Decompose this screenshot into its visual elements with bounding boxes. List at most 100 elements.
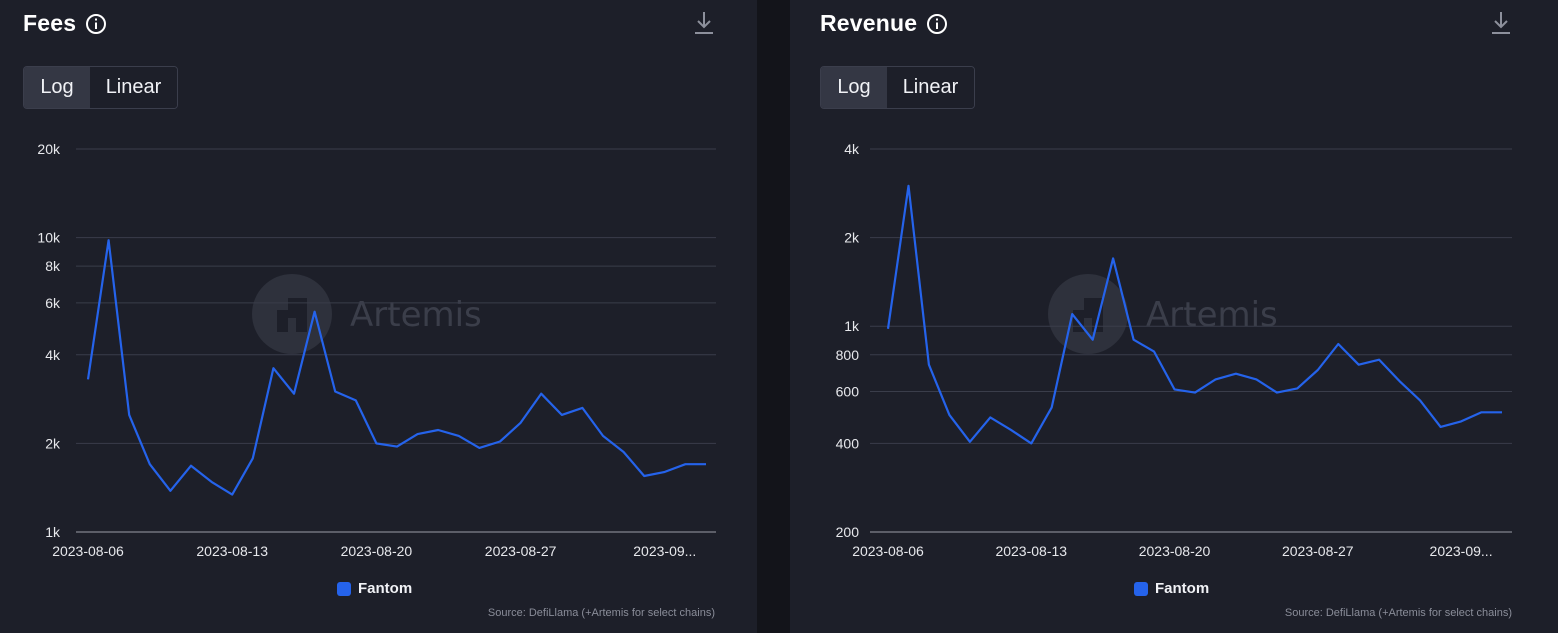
- data-point[interactable]: [267, 362, 279, 374]
- linear-button[interactable]: Linear: [90, 67, 177, 108]
- download-icon[interactable]: [693, 10, 715, 38]
- data-point[interactable]: [1271, 387, 1283, 399]
- y-tick-label: 10k: [37, 230, 61, 246]
- x-tick-label: 2023-08-20: [1139, 543, 1211, 559]
- y-tick-label: 1k: [844, 318, 860, 334]
- data-point[interactable]: [1332, 338, 1344, 350]
- data-point[interactable]: [391, 441, 403, 453]
- data-point[interactable]: [1128, 334, 1140, 346]
- data-point[interactable]: [576, 402, 588, 414]
- data-point[interactable]: [1476, 406, 1488, 418]
- revenue-panel: Revenue Log Linear Artemis 200 400 600 800 1k…: [790, 0, 1558, 633]
- legend-swatch: [337, 581, 351, 596]
- x-tick-label: 2023-08-06: [852, 543, 924, 559]
- data-point[interactable]: [597, 430, 609, 442]
- log-button[interactable]: Log: [821, 67, 887, 108]
- chart-title: Revenue: [820, 10, 918, 36]
- data-point[interactable]: [350, 394, 362, 406]
- data-point[interactable]: [288, 388, 300, 400]
- y-tick-label: 2k: [844, 230, 860, 246]
- data-point[interactable]: [226, 489, 238, 501]
- x-tick-label: 2023-08-27: [1282, 543, 1354, 559]
- data-point[interactable]: [1414, 394, 1426, 406]
- legend-label: Fantom: [358, 580, 413, 597]
- data-point[interactable]: [984, 411, 996, 423]
- data-point[interactable]: [164, 485, 176, 497]
- linear-button[interactable]: Linear: [887, 67, 974, 108]
- series-line-fantom[interactable]: [86, 239, 706, 496]
- data-point[interactable]: [494, 435, 506, 447]
- scale-toggle: Log Linear: [23, 66, 178, 109]
- data-point[interactable]: [453, 430, 465, 442]
- data-point[interactable]: [1353, 359, 1365, 371]
- data-point[interactable]: [1496, 406, 1508, 418]
- data-point[interactable]: [556, 409, 568, 421]
- data-point[interactable]: [206, 476, 218, 488]
- data-point[interactable]: [123, 409, 135, 421]
- data-point[interactable]: [882, 323, 894, 335]
- data-point[interactable]: [329, 386, 341, 398]
- source-note: Source: DefiLlama (+Artemis for select c…: [1284, 607, 1512, 619]
- data-point[interactable]: [412, 428, 424, 440]
- data-point[interactable]: [473, 442, 485, 454]
- data-point[interactable]: [1046, 401, 1058, 413]
- data-point[interactable]: [1005, 424, 1017, 436]
- data-point[interactable]: [1250, 373, 1262, 385]
- y-tick-label: 4k: [45, 347, 61, 363]
- data-point[interactable]: [638, 470, 650, 482]
- data-point[interactable]: [1169, 383, 1181, 395]
- data-point[interactable]: [1312, 364, 1324, 376]
- fees-line-chart: Artemis 1k 2k 4k 6k 8k 10k 20k 2023-08-06 2023-08…: [37, 141, 716, 559]
- data-point[interactable]: [964, 436, 976, 448]
- data-point[interactable]: [247, 452, 259, 464]
- data-point[interactable]: [103, 234, 115, 246]
- watermark-text: Artemis: [1146, 295, 1278, 335]
- data-point[interactable]: [185, 460, 197, 472]
- data-point[interactable]: [1435, 421, 1447, 433]
- data-point[interactable]: [515, 417, 527, 429]
- data-point[interactable]: [659, 466, 671, 478]
- fees-panel: Fees Log Linear Artemis 1k 2k 4k 6k 8k 10k 20k 2…: [0, 0, 757, 633]
- y-tick-label: 800: [836, 347, 860, 363]
- data-point[interactable]: [1189, 387, 1201, 399]
- data-point[interactable]: [1107, 252, 1119, 264]
- data-point[interactable]: [82, 373, 94, 385]
- series-line-fantom[interactable]: [886, 184, 1502, 445]
- data-point[interactable]: [309, 306, 321, 318]
- data-point[interactable]: [1148, 346, 1160, 358]
- data-point[interactable]: [1230, 368, 1242, 380]
- log-button[interactable]: Log: [24, 67, 90, 108]
- data-point[interactable]: [1373, 354, 1385, 366]
- data-point[interactable]: [618, 446, 630, 458]
- data-point[interactable]: [700, 458, 712, 470]
- data-point[interactable]: [902, 180, 914, 192]
- x-tick-label: 2023-08-27: [485, 543, 557, 559]
- data-point[interactable]: [1025, 437, 1037, 449]
- data-point[interactable]: [1291, 382, 1303, 394]
- data-point[interactable]: [1394, 375, 1406, 387]
- data-point[interactable]: [1455, 415, 1467, 427]
- watermark: Artemis: [1048, 274, 1278, 354]
- download-icon[interactable]: [1490, 10, 1512, 38]
- data-point[interactable]: [535, 388, 547, 400]
- data-point[interactable]: [1066, 308, 1078, 320]
- legend[interactable]: Fantom: [337, 580, 412, 597]
- x-tick-label: 2023-08-20: [341, 543, 413, 559]
- y-tick-label: 8k: [45, 258, 61, 274]
- data-point[interactable]: [1087, 334, 1099, 346]
- source-note: Source: DefiLlama (+Artemis for select c…: [487, 607, 715, 619]
- y-tick-label: 1k: [45, 524, 61, 540]
- info-icon[interactable]: [926, 13, 948, 35]
- data-point[interactable]: [943, 409, 955, 421]
- data-point[interactable]: [923, 359, 935, 371]
- data-point[interactable]: [370, 437, 382, 449]
- data-point[interactable]: [1209, 373, 1221, 385]
- data-point[interactable]: [144, 458, 156, 470]
- legend-swatch: [1134, 581, 1148, 596]
- data-point[interactable]: [679, 458, 691, 470]
- info-icon[interactable]: [85, 13, 107, 35]
- data-point[interactable]: [432, 424, 444, 436]
- watermark: Artemis: [252, 274, 482, 354]
- revenue-title-row: Revenue: [820, 10, 948, 37]
- legend[interactable]: Fantom: [1134, 580, 1209, 597]
